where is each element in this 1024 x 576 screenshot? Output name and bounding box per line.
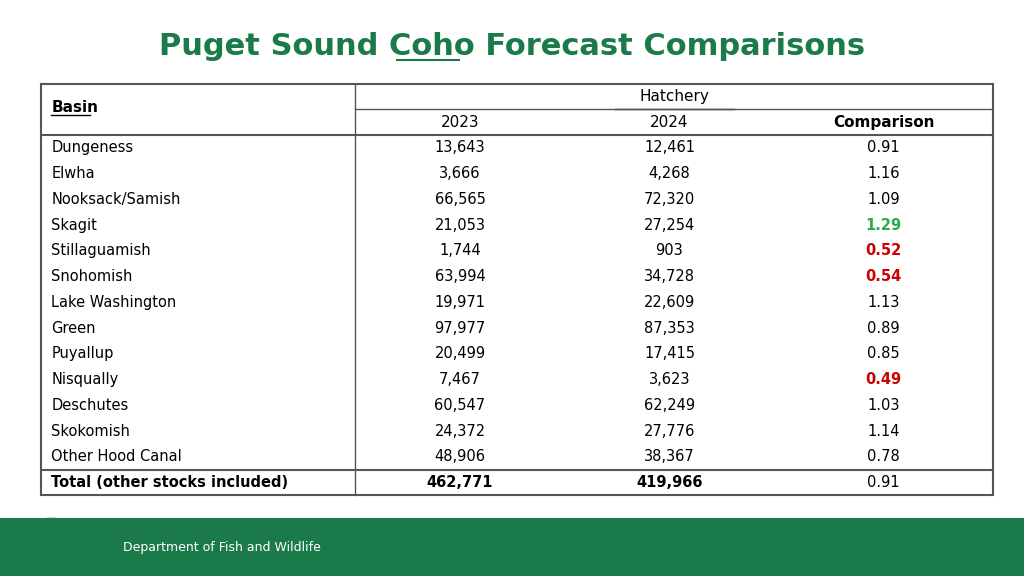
- Text: 462,771: 462,771: [427, 475, 494, 490]
- Text: Puget Sound Coho Forecast Comparisons: Puget Sound Coho Forecast Comparisons: [159, 32, 865, 60]
- Text: 1.13: 1.13: [867, 295, 900, 310]
- Text: 1.14: 1.14: [867, 423, 900, 438]
- Text: 60,547: 60,547: [434, 398, 485, 413]
- Text: 38,367: 38,367: [644, 449, 695, 464]
- Text: 419,966: 419,966: [636, 475, 702, 490]
- Text: 1.16: 1.16: [867, 166, 900, 181]
- Text: 0.85: 0.85: [867, 346, 900, 361]
- Text: 7,467: 7,467: [439, 372, 481, 387]
- Text: 87,353: 87,353: [644, 321, 695, 336]
- Text: 97,977: 97,977: [434, 321, 485, 336]
- Text: 27,776: 27,776: [644, 423, 695, 438]
- Text: Green: Green: [51, 321, 95, 336]
- Text: 3,623: 3,623: [649, 372, 690, 387]
- Text: 21,053: 21,053: [434, 218, 485, 233]
- Text: 48,906: 48,906: [434, 449, 485, 464]
- Text: Nooksack/Samish: Nooksack/Samish: [51, 192, 180, 207]
- Text: 24,372: 24,372: [434, 423, 485, 438]
- Text: Other Hood Canal: Other Hood Canal: [51, 449, 182, 464]
- Text: 1.03: 1.03: [867, 398, 900, 413]
- Text: Total (other stocks included): Total (other stocks included): [51, 475, 289, 490]
- Text: 2024: 2024: [650, 115, 689, 130]
- Text: Dungeness: Dungeness: [51, 141, 133, 156]
- Text: 2023: 2023: [440, 115, 479, 130]
- Text: 63,994: 63,994: [434, 269, 485, 284]
- Text: Department of Fish and Wildlife: Department of Fish and Wildlife: [123, 541, 321, 554]
- Text: 66,565: 66,565: [434, 192, 485, 207]
- Text: 0.91: 0.91: [867, 475, 900, 490]
- Text: 0.49: 0.49: [865, 372, 902, 387]
- Text: 62,249: 62,249: [644, 398, 695, 413]
- Text: Comparison: Comparison: [833, 115, 935, 130]
- Text: 1.29: 1.29: [865, 218, 902, 233]
- Text: Basin: Basin: [51, 100, 98, 115]
- Text: 27,254: 27,254: [644, 218, 695, 233]
- Text: 4,268: 4,268: [648, 166, 690, 181]
- Text: 22,609: 22,609: [644, 295, 695, 310]
- Text: Snohomish: Snohomish: [51, 269, 132, 284]
- Text: 72,320: 72,320: [644, 192, 695, 207]
- Text: Nisqually: Nisqually: [51, 372, 119, 387]
- Text: 1.09: 1.09: [867, 192, 900, 207]
- Text: 17,415: 17,415: [644, 346, 695, 361]
- Text: 12,461: 12,461: [644, 141, 695, 156]
- Text: 0.89: 0.89: [867, 321, 900, 336]
- Text: 34,728: 34,728: [644, 269, 695, 284]
- Text: Deschutes: Deschutes: [51, 398, 128, 413]
- Text: Lake Washington: Lake Washington: [51, 295, 176, 310]
- Text: 0.52: 0.52: [865, 243, 902, 258]
- Text: Skagit: Skagit: [51, 218, 97, 233]
- Text: 903: 903: [655, 243, 683, 258]
- Text: 3,666: 3,666: [439, 166, 480, 181]
- Text: 19,971: 19,971: [434, 295, 485, 310]
- Text: Hatchery: Hatchery: [639, 89, 710, 104]
- Text: 0.54: 0.54: [865, 269, 902, 284]
- Text: 13,643: 13,643: [434, 141, 485, 156]
- Circle shape: [9, 518, 92, 570]
- Text: Elwha: Elwha: [51, 166, 95, 181]
- Text: Skokomish: Skokomish: [51, 423, 130, 438]
- Text: 0.78: 0.78: [867, 449, 900, 464]
- Text: 1,744: 1,744: [439, 243, 481, 258]
- Text: Stillaguamish: Stillaguamish: [51, 243, 151, 258]
- Text: 20,499: 20,499: [434, 346, 485, 361]
- Text: 0.91: 0.91: [867, 141, 900, 156]
- Circle shape: [12, 520, 90, 569]
- Text: Puyallup: Puyallup: [51, 346, 114, 361]
